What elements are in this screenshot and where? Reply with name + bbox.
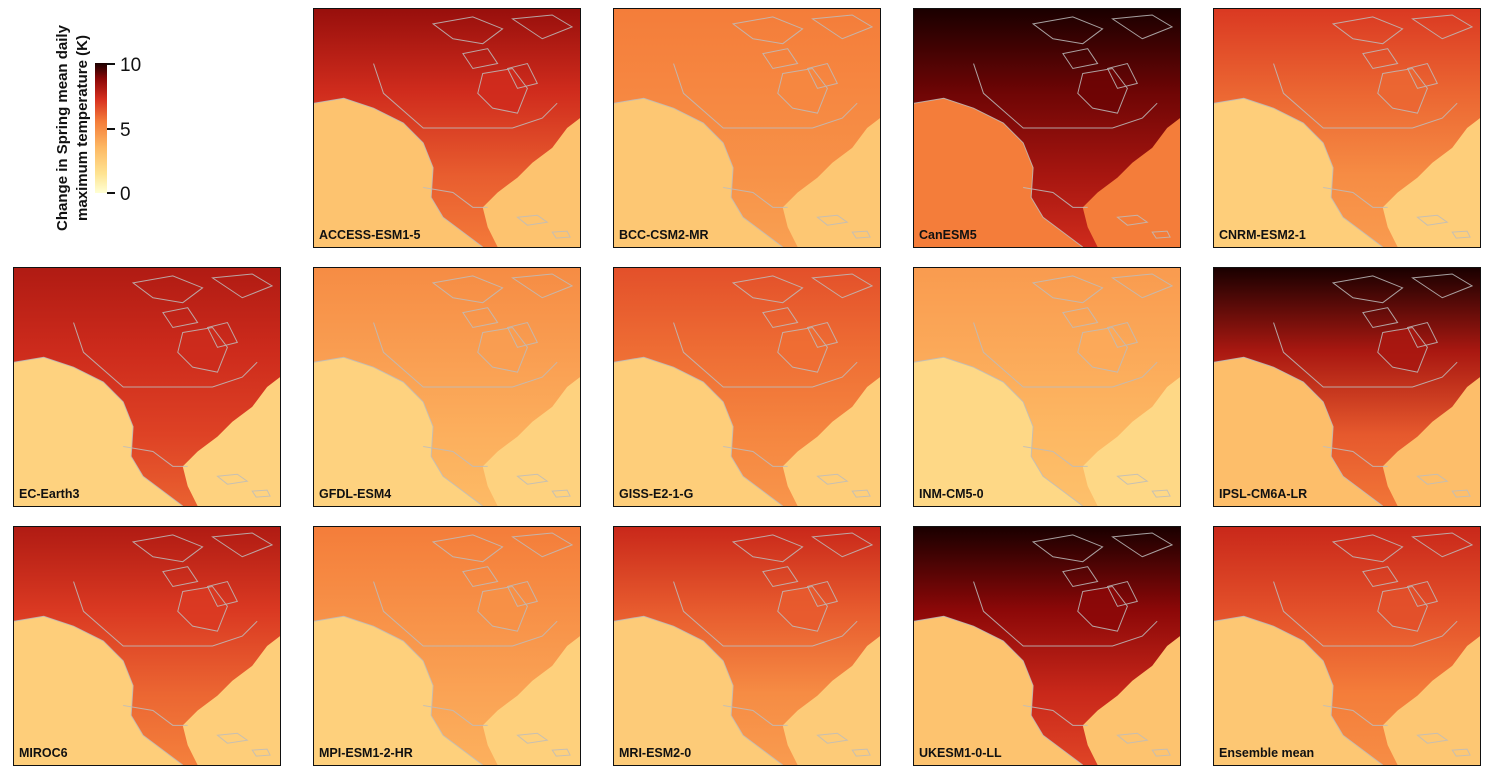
warming-map — [1214, 527, 1480, 765]
map-panel: GISS-E2-1-G — [613, 267, 881, 507]
warming-map — [614, 268, 880, 506]
coastline-overlay — [1214, 532, 1474, 765]
map-panel: ACCESS-ESM1-5 — [313, 8, 581, 248]
warming-map — [314, 9, 580, 247]
hudson-bay — [477, 68, 528, 114]
hudson-bay — [1377, 586, 1428, 632]
map-panel: INM-CM5-0 — [913, 267, 1181, 507]
coastline-overlay — [14, 273, 274, 506]
hudson-bay — [477, 586, 528, 632]
hudson-bay — [1077, 586, 1128, 632]
colorbar — [95, 63, 107, 193]
warming-map — [614, 9, 880, 247]
panel-label: MRI-ESM2-0 — [619, 746, 692, 760]
warming-map — [914, 527, 1180, 765]
panel-label: GFDL-ESM4 — [319, 487, 392, 501]
panel-label: Ensemble mean — [1219, 746, 1315, 760]
panel-label: IPSL-CM6A-LR — [1219, 487, 1308, 501]
panel-label: BCC-CSM2-MR — [619, 228, 709, 242]
map-panel: UKESM1-0-LL — [913, 526, 1181, 766]
panel-label: GISS-E2-1-G — [619, 487, 694, 501]
hudson-bay — [1377, 68, 1428, 114]
warming-map — [314, 268, 580, 506]
coastline-overlay — [14, 532, 274, 765]
coastline-overlay — [314, 532, 574, 765]
hudson-bay — [1077, 68, 1128, 114]
map-panel: EC-Earth3 — [13, 267, 281, 507]
coastline-overlay — [914, 532, 1174, 765]
hudson-bay — [1377, 327, 1428, 373]
coastline-overlay — [914, 14, 1174, 247]
warming-map — [14, 527, 280, 765]
legend: Change in Spring mean daily maximum temp… — [0, 0, 300, 260]
map-panel: GFDL-ESM4 — [313, 267, 581, 507]
warming-map — [314, 527, 580, 765]
coastline-overlay — [914, 273, 1174, 506]
map-panel: MPI-ESM1-2-HR — [313, 526, 581, 766]
coastline-overlay — [314, 14, 574, 247]
map-panel: CanESM5 — [913, 8, 1181, 248]
legend-title-line1: Change in Spring mean daily — [54, 24, 71, 231]
hudson-bay — [1077, 327, 1128, 373]
hudson-bay — [477, 327, 528, 373]
hudson-bay — [777, 586, 828, 632]
panel-label: ACCESS-ESM1-5 — [319, 228, 421, 242]
coastline-overlay — [614, 273, 874, 506]
tick-label-max: 10 — [120, 55, 142, 76]
panel-label: CanESM5 — [919, 228, 977, 242]
warming-map — [614, 527, 880, 765]
tick-mark-mid — [107, 128, 115, 130]
coastline-overlay — [314, 273, 574, 506]
panel-label: MIROC6 — [19, 746, 68, 760]
map-panel: BCC-CSM2-MR — [613, 8, 881, 248]
map-panel: CNRM-ESM2-1 — [1213, 8, 1481, 248]
panel-label: CNRM-ESM2-1 — [1219, 228, 1306, 242]
tick-label-mid: 5 — [120, 120, 131, 141]
hudson-bay — [177, 327, 228, 373]
tick-label-min: 0 — [120, 184, 131, 205]
warming-map — [914, 268, 1180, 506]
legend-title: Change in Spring mean daily maximum temp… — [8, 8, 91, 248]
warming-map — [14, 268, 280, 506]
warming-map — [1214, 9, 1480, 247]
warming-map — [914, 9, 1180, 247]
panel-label: MPI-ESM1-2-HR — [319, 746, 413, 760]
panel-label: UKESM1-0-LL — [919, 746, 1002, 760]
map-panel: Ensemble mean — [1213, 526, 1481, 766]
hudson-bay — [777, 68, 828, 114]
map-panel: MRI-ESM2-0 — [613, 526, 881, 766]
coastline-overlay — [614, 14, 874, 247]
coastline-overlay — [614, 532, 874, 765]
warming-map — [1214, 268, 1480, 506]
panel-label: INM-CM5-0 — [919, 487, 984, 501]
hudson-bay — [777, 327, 828, 373]
coastline-overlay — [1214, 14, 1474, 247]
coastline-overlay — [1214, 273, 1474, 506]
tick-mark-max — [107, 63, 115, 65]
map-panel: IPSL-CM6A-LR — [1213, 267, 1481, 507]
tick-mark-min — [107, 192, 115, 194]
map-panel: MIROC6 — [13, 526, 281, 766]
panel-label: EC-Earth3 — [19, 487, 80, 501]
legend-title-line2: maximum temperature (K) — [74, 35, 91, 221]
hudson-bay — [177, 586, 228, 632]
